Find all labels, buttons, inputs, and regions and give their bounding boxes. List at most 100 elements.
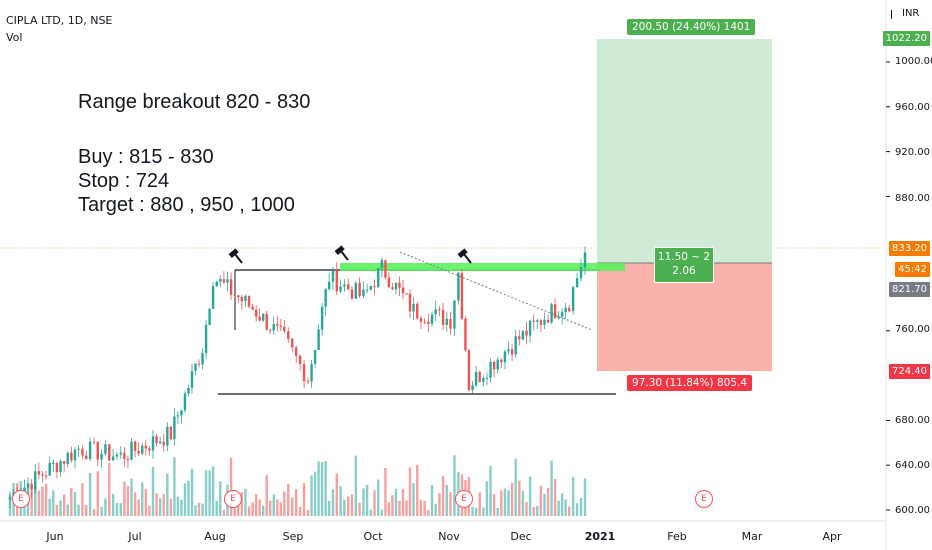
candle-body xyxy=(553,304,557,319)
volume-bar xyxy=(229,457,233,516)
candle-body xyxy=(276,323,279,326)
candle-body xyxy=(339,286,342,292)
risk-reward-value: 2.06 xyxy=(672,265,696,277)
candle-body xyxy=(496,359,499,370)
volume-bar xyxy=(100,506,103,516)
volume-bar xyxy=(155,493,158,516)
candle-body xyxy=(327,281,331,290)
volume-bar xyxy=(416,464,419,516)
volume-bar xyxy=(453,455,456,516)
volume-bar xyxy=(162,494,165,516)
volume-bar xyxy=(347,496,350,516)
candle-body xyxy=(34,471,37,490)
volume-bar xyxy=(583,478,587,516)
volume-bar xyxy=(449,492,452,516)
target-label[interactable]: 200.50 (24.40%) 1401 xyxy=(627,19,756,35)
volume-bar xyxy=(377,479,380,516)
volume-bar xyxy=(244,488,247,516)
volume-bar xyxy=(258,499,261,516)
symbol-title[interactable]: CIPLA LTD, 1D, NSE xyxy=(6,14,113,27)
candle-body xyxy=(518,336,521,340)
volume-bar xyxy=(269,500,272,516)
candle-body xyxy=(251,306,254,310)
volume-bar xyxy=(48,498,51,516)
trendline xyxy=(399,251,593,331)
volume-bar xyxy=(222,509,226,516)
currency-label[interactable]: INR xyxy=(902,8,920,19)
volume-bar xyxy=(503,488,507,516)
x-tick-mar: Mar xyxy=(741,530,763,543)
volume-bar xyxy=(317,461,320,516)
earnings-icon[interactable]: E xyxy=(695,490,713,508)
earnings-icon[interactable]: E xyxy=(224,490,242,508)
earnings-icon[interactable]: E xyxy=(12,490,30,508)
volume-bar xyxy=(521,490,525,516)
volume-bar xyxy=(190,468,194,516)
volume-bar xyxy=(485,481,489,516)
candle-body xyxy=(467,350,471,390)
candle-body xyxy=(81,448,84,456)
breakout-band xyxy=(340,263,625,271)
volume-bar xyxy=(387,502,391,516)
volume-bar xyxy=(350,494,354,516)
volume-bar xyxy=(532,507,535,516)
volume-bar xyxy=(500,490,503,516)
volume-bar xyxy=(391,495,394,516)
note-range-breakout[interactable]: Range breakout 820 - 830 xyxy=(78,91,311,113)
candle-body xyxy=(514,336,517,355)
candle-body xyxy=(100,453,103,460)
candle-body xyxy=(550,304,553,323)
volume-bar xyxy=(119,503,122,516)
volume-indicator-label[interactable]: Vol xyxy=(6,31,23,44)
candle-body xyxy=(354,282,358,299)
y-tick-920: 920.00 xyxy=(895,147,930,158)
scale-settings-icon[interactable] xyxy=(891,10,898,19)
candle-body xyxy=(211,286,215,309)
note-target[interactable]: Target : 880 , 950 , 1000 xyxy=(78,194,295,216)
volume-bar xyxy=(283,491,286,516)
candle-body xyxy=(464,318,467,351)
volume-bar xyxy=(166,473,169,516)
candle-body xyxy=(59,461,62,473)
note-buy[interactable]: Buy : 815 - 830 xyxy=(78,146,214,168)
stop-label[interactable]: 97.30 (11.84%) 805.4 xyxy=(627,375,753,391)
candle-body xyxy=(583,252,587,268)
volume-bar xyxy=(272,494,275,516)
volume-bar xyxy=(362,488,365,516)
candle-body xyxy=(44,475,48,477)
volume-bar xyxy=(567,506,571,516)
volume-bar xyxy=(320,462,324,516)
volume-bar xyxy=(169,498,173,516)
candle-body xyxy=(240,297,244,302)
volume-bar xyxy=(115,503,119,516)
volume-bar xyxy=(302,482,306,516)
candle-body xyxy=(30,483,33,490)
candle-body xyxy=(412,303,415,312)
candle-body xyxy=(343,284,346,287)
candle-body xyxy=(335,270,338,292)
note-stop[interactable]: Stop : 724 xyxy=(78,170,170,192)
candle-body xyxy=(391,287,394,290)
candle-body xyxy=(365,289,369,291)
volume-bar xyxy=(204,470,208,516)
volume-bar xyxy=(176,496,180,516)
risk-reward-label[interactable]: 11.50 ~ 2 2.06 xyxy=(654,247,714,283)
volume-bar xyxy=(489,466,492,516)
candle-body xyxy=(449,318,452,329)
volume-bar xyxy=(254,494,258,516)
candle-body xyxy=(88,441,92,459)
volume-bar xyxy=(44,483,48,516)
candle-body xyxy=(287,331,290,339)
volume-bar xyxy=(148,506,151,516)
candle-body xyxy=(194,363,197,372)
candle-body xyxy=(173,416,176,440)
x-tick-feb: Feb xyxy=(667,530,687,543)
candle-body xyxy=(564,307,567,313)
volume-bar xyxy=(133,492,137,516)
volume-bar xyxy=(247,506,251,516)
candle-body xyxy=(115,454,119,457)
volume-bar xyxy=(496,508,499,516)
candle-body xyxy=(254,309,258,317)
earnings-icon[interactable]: E xyxy=(455,490,473,508)
